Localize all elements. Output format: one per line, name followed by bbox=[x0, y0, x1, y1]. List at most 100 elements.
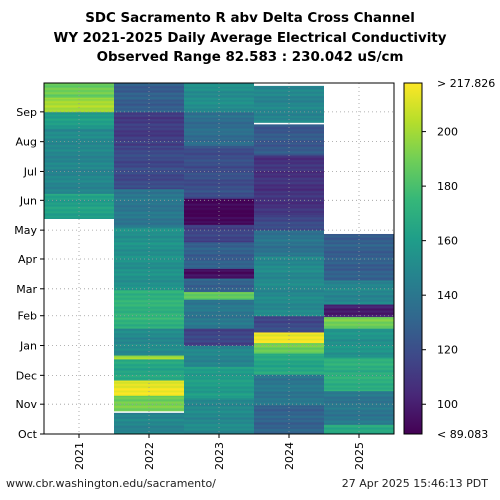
heatmap-cell-2025 bbox=[324, 345, 394, 347]
heatmap-cell-2023 bbox=[184, 119, 254, 121]
heatmap-cell-2023 bbox=[184, 404, 254, 406]
heatmap-cell-2024 bbox=[254, 120, 324, 122]
heatmap-cell-2024 bbox=[254, 93, 324, 95]
heatmap-cell-2023 bbox=[184, 258, 254, 260]
heatmap-cell-2022 bbox=[114, 180, 184, 182]
heatmap-cell-2023 bbox=[184, 275, 254, 277]
heatmap-cell-2021 bbox=[44, 208, 114, 210]
heatmap-cell-2022 bbox=[114, 204, 184, 206]
heatmap-cell-2025 bbox=[324, 247, 394, 249]
heatmap-cell-2024 bbox=[254, 426, 324, 428]
heatmap-cell-2024 bbox=[254, 135, 324, 138]
heatmap-cell-2025 bbox=[324, 253, 394, 255]
heatmap-cell-2024 bbox=[254, 191, 324, 194]
heatmap-cell-2024 bbox=[254, 264, 324, 267]
heatmap-cell-2022 bbox=[114, 301, 184, 303]
heatmap-cell-2022 bbox=[114, 126, 184, 128]
heatmap-cell-2023 bbox=[184, 257, 254, 259]
heatmap-cell-2025 bbox=[324, 325, 394, 327]
heatmap-cell-2025 bbox=[324, 237, 394, 240]
heatmap-cell-2022 bbox=[114, 329, 184, 331]
heatmap-cell-2023 bbox=[184, 199, 254, 201]
heatmap-cell-2024 bbox=[254, 367, 324, 370]
colorbar-tick-label: 140 bbox=[437, 289, 458, 302]
heatmap-cell-2024 bbox=[254, 315, 324, 318]
heatmap-cell-2022 bbox=[114, 185, 184, 188]
heatmap-cell-2025 bbox=[324, 287, 394, 290]
heatmap-cell-2022 bbox=[114, 224, 184, 226]
heatmap-cell-2025 bbox=[324, 257, 394, 259]
heatmap-cell-2023 bbox=[184, 420, 254, 422]
heatmap-cell-2023 bbox=[184, 276, 254, 278]
heatmap-cell-2022 bbox=[114, 333, 184, 336]
heatmap-cell-2025 bbox=[324, 292, 394, 294]
heatmap-cell-2022 bbox=[114, 83, 184, 86]
heatmap-cell-2023 bbox=[184, 239, 254, 242]
heatmap-cell-2022 bbox=[114, 371, 184, 373]
heatmap-cell-2024 bbox=[254, 401, 324, 403]
heatmap-cell-2021 bbox=[44, 177, 114, 179]
heatmap-cell-2023 bbox=[184, 291, 254, 294]
heatmap-cell-2023 bbox=[184, 358, 254, 360]
heatmap-cell-2025 bbox=[324, 408, 394, 410]
heatmap-cell-2023 bbox=[184, 211, 254, 214]
heatmap-cell-2025 bbox=[324, 235, 394, 238]
heatmap-cell-2025 bbox=[324, 259, 394, 262]
heatmap-cell-2024 bbox=[254, 308, 324, 311]
heatmap-cell-2024 bbox=[254, 177, 324, 179]
heatmap-cell-2021 bbox=[44, 119, 114, 121]
heatmap-cell-2021 bbox=[44, 124, 114, 126]
heatmap-cell-2022 bbox=[114, 99, 184, 101]
heatmap-cell-2024 bbox=[254, 128, 324, 130]
heatmap-cell-2023 bbox=[184, 308, 254, 310]
heatmap-cell-2022 bbox=[114, 312, 184, 315]
heatmap-cell-2024 bbox=[254, 144, 324, 146]
heatmap-cell-2024 bbox=[254, 130, 324, 132]
heatmap-cell-2024 bbox=[254, 213, 324, 216]
heatmap-cell-2023 bbox=[184, 383, 254, 386]
heatmap-cell-2024 bbox=[254, 132, 324, 134]
heatmap-cell-2023 bbox=[184, 371, 254, 373]
heatmap-cell-2022 bbox=[114, 241, 184, 244]
heatmap-cell-2021 bbox=[44, 188, 114, 191]
heatmap-cell-2022 bbox=[114, 171, 184, 173]
heatmap-cell-2022 bbox=[114, 395, 184, 397]
heatmap-cell-2023 bbox=[184, 265, 254, 268]
heatmap-cell-2024 bbox=[254, 108, 324, 110]
heatmap-cell-2022 bbox=[114, 240, 184, 243]
heatmap-cell-2022 bbox=[114, 228, 184, 230]
heatmap-cell-2022 bbox=[114, 91, 184, 94]
heatmap-cell-2025 bbox=[324, 378, 394, 380]
heatmap-cell-2025 bbox=[324, 243, 394, 245]
heatmap-cell-2023 bbox=[184, 99, 254, 101]
heatmap-cell-2022 bbox=[114, 178, 184, 180]
heatmap-cell-2024 bbox=[254, 295, 324, 297]
heatmap-cell-2021 bbox=[44, 93, 114, 95]
colorbar-tick-label: 100 bbox=[437, 398, 458, 411]
heatmap-cell-2024 bbox=[254, 320, 324, 322]
heatmap-cell-2023 bbox=[184, 88, 254, 91]
heatmap-cell-2024 bbox=[254, 396, 324, 398]
heatmap-cell-2024 bbox=[254, 387, 324, 390]
heatmap-cell-2023 bbox=[184, 133, 254, 136]
heatmap-cell-2025 bbox=[324, 256, 394, 258]
heatmap-cell-2022 bbox=[114, 361, 184, 364]
heatmap-cell-2022 bbox=[114, 195, 184, 197]
heatmap-cell-2023 bbox=[184, 93, 254, 95]
heatmap-cell-2021 bbox=[44, 147, 114, 149]
heatmap-cell-2024 bbox=[254, 228, 324, 230]
heatmap-cell-2024 bbox=[254, 148, 324, 150]
heatmap-cell-2022 bbox=[114, 87, 184, 90]
heatmap-cell-2024 bbox=[254, 201, 324, 203]
heatmap-cell-2022 bbox=[114, 97, 184, 99]
heatmap-cell-2022 bbox=[114, 383, 184, 386]
heatmap-cell-2022 bbox=[114, 233, 184, 236]
heatmap-cell-2023 bbox=[184, 356, 254, 358]
heatmap-cell-2022 bbox=[114, 92, 184, 94]
heatmap-cell-2023 bbox=[184, 208, 254, 211]
heatmap-cell-2024 bbox=[254, 329, 324, 331]
heatmap-cell-2023 bbox=[184, 325, 254, 327]
heatmap-cell-2025 bbox=[324, 244, 394, 246]
heatmap-cell-2021 bbox=[44, 185, 114, 188]
heatmap-cell-2025 bbox=[324, 293, 394, 295]
